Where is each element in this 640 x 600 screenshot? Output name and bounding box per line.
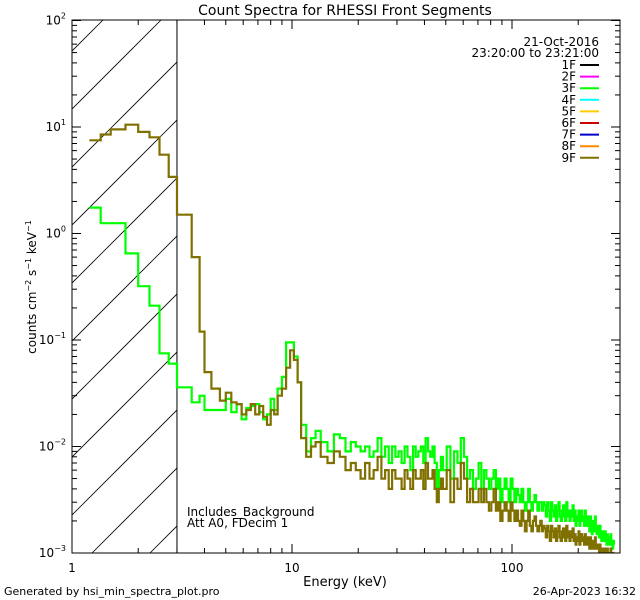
y-tick-label: 100 (46, 225, 66, 241)
x-tick-label: 100 (501, 561, 524, 575)
generated-by-footer: Generated by hsi_min_spectra_plot.pro (4, 585, 220, 598)
hatch-stroke (72, 409, 177, 516)
attenuator-hatch-region (72, 20, 177, 553)
y-axis-label: counts cm−2 s−1 keV−1 (24, 220, 39, 354)
hatch-stroke (72, 20, 162, 110)
series-9f (89, 123, 615, 553)
x-tick-label: 10 (284, 561, 299, 575)
legend-label: 5F (561, 104, 576, 118)
hatch-stroke (72, 235, 177, 342)
chart-title: Count Spectra for RHESSI Front Segments (198, 3, 492, 19)
legend-label: 6F (561, 116, 576, 130)
plot-frame (71, 19, 621, 554)
series-3f (89, 206, 615, 550)
y-label-part: s (25, 270, 39, 280)
timestamp-footer: 26-Apr-2023 16:32 (533, 585, 636, 598)
legend-label: 8F (561, 139, 576, 153)
y-tick-label: 101 (46, 118, 66, 134)
y-label-exp: −2 (24, 280, 33, 292)
y-tick-label: 10−3 (39, 544, 66, 560)
y-label-exp: −1 (24, 220, 33, 232)
hatch-stroke (72, 351, 177, 458)
legend-label: 2F (561, 70, 576, 84)
y-tick-label: 102 (46, 12, 66, 28)
legend-label: 1F (561, 58, 576, 72)
background-note: Includes_Background (187, 505, 315, 519)
y-tick-label: 10−1 (39, 331, 66, 347)
time-range-label: 23:20:00 to 23:21:00 (472, 46, 599, 60)
hatch-stroke (72, 20, 104, 52)
y-label-part: keV (25, 231, 39, 258)
date-label: 21-Oct-2016 (523, 35, 599, 49)
y-label-part: counts cm (25, 292, 39, 354)
attenuator-note: Att A0, FDecim 1 (187, 516, 288, 530)
hatch-stroke (72, 177, 177, 284)
x-tick-label: 1 (68, 561, 76, 575)
legend-label: 4F (561, 93, 576, 107)
legend-label: 7F (561, 128, 576, 142)
legend-label: 9F (561, 151, 576, 165)
legend-label: 3F (561, 81, 576, 95)
y-tick-label: 10−2 (39, 438, 66, 454)
y-label-exp: −1 (24, 258, 33, 270)
x-axis-label: Energy (keV) (303, 575, 387, 590)
hatch-stroke (72, 119, 177, 226)
hatch-stroke (72, 61, 177, 168)
